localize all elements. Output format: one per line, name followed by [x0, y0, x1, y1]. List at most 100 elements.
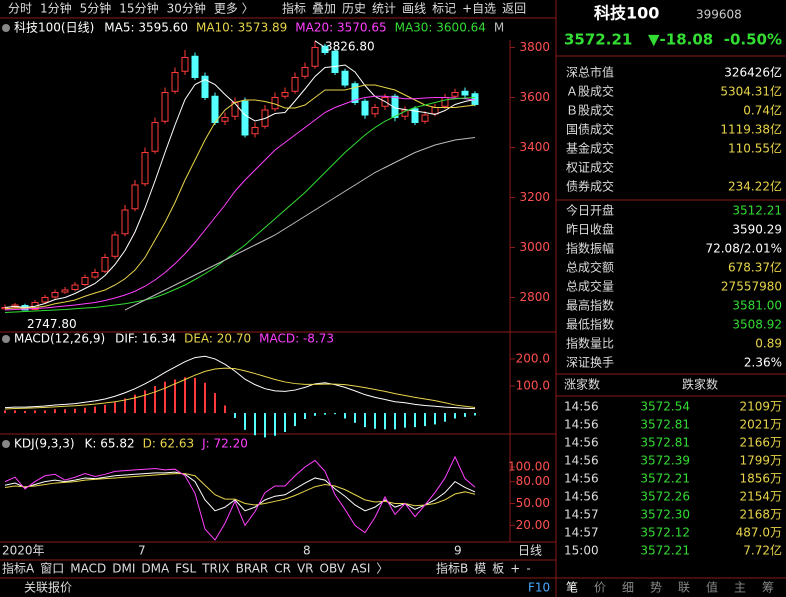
indicator-tab[interactable]: ASI: [351, 562, 370, 576]
candle-body: [311, 47, 319, 67]
quote-name: 科技100: [594, 4, 659, 23]
tick-time: 14:56: [564, 418, 599, 432]
tick-time: 14:56: [564, 436, 599, 450]
indicator-tab[interactable]: 模: [474, 562, 486, 576]
quote-tab[interactable]: 价: [594, 581, 606, 595]
toolbar-button[interactable]: 历史: [342, 2, 366, 16]
legend-icon: [2, 440, 10, 448]
status-right[interactable]: F10: [528, 581, 550, 595]
tick-time: 14:56: [564, 454, 599, 468]
quote-tab[interactable]: 联: [678, 581, 690, 595]
candle-body: [441, 97, 449, 107]
stat-label: 今日开盘: [566, 203, 614, 218]
indicator-tab[interactable]: TRIX: [201, 562, 229, 576]
indicator-line: [4, 84, 476, 310]
indicator-tab[interactable]: 板: [492, 562, 504, 576]
stat-label: 总成交量: [566, 279, 614, 294]
candle-body: [431, 107, 439, 115]
indicator-tab[interactable]: FSL: [175, 562, 196, 576]
indicator-tab[interactable]: -: [526, 562, 530, 576]
quote-price: 3572.21: [564, 31, 632, 49]
candle-body: [461, 90, 469, 96]
indicator-line: [4, 355, 476, 410]
candle-body: [421, 114, 429, 122]
stat-value: 0.89: [755, 337, 782, 351]
indicator-tab[interactable]: DMI: [112, 562, 135, 576]
indicator-line: [4, 97, 476, 313]
tick-time: 14:57: [564, 508, 599, 522]
y-tick-label: 100.00: [508, 460, 550, 474]
indicator-tab[interactable]: MACD: [70, 562, 106, 576]
stat-label: 基金成交: [566, 141, 614, 156]
quote-tab[interactable]: 细: [622, 581, 634, 595]
tick-price: 3572.30: [640, 508, 690, 522]
status-left[interactable]: 关联报价: [24, 580, 72, 595]
toolbar-button[interactable]: +自选: [462, 2, 496, 16]
period-label: 日线: [518, 544, 542, 558]
candle-body: [411, 108, 419, 123]
quote-tab[interactable]: 笔: [566, 580, 578, 595]
toolbar-button[interactable]: 1分钟: [40, 1, 72, 16]
tick-price: 3572.21: [640, 472, 690, 486]
quote-tab[interactable]: 筹: [762, 581, 774, 595]
stat-label: 深证换手: [566, 356, 614, 370]
tick-volume: 1856万: [739, 472, 782, 486]
candle-body: [351, 83, 359, 103]
quote-tab[interactable]: 值: [706, 580, 718, 595]
stat-label: 深总市值: [566, 65, 614, 80]
indicator-tab[interactable]: 指标A: [2, 561, 35, 576]
y-tick-label: 3600: [519, 90, 550, 104]
stat-value: 0.74亿: [743, 103, 782, 118]
indicator-tab[interactable]: 窗口: [40, 562, 64, 576]
candle-body: [41, 297, 49, 303]
indicator-tab[interactable]: +: [510, 562, 520, 576]
y-tick-label: 2800: [519, 290, 550, 304]
toolbar-button[interactable]: 指标: [282, 1, 306, 16]
legend-item: K: 65.82: [85, 437, 135, 451]
candle-body: [391, 95, 399, 118]
toolbar-button[interactable]: 统计: [372, 2, 396, 16]
toolbar-button[interactable]: 画线: [402, 2, 426, 16]
y-tick-label: 50.00: [516, 496, 550, 510]
toolbar-button[interactable]: 分时: [8, 2, 32, 16]
legend-item: D: 62.63: [143, 437, 194, 451]
indicator-tab[interactable]: 〉: [376, 562, 388, 576]
candle-body: [81, 277, 89, 285]
indicator-tab[interactable]: 指标B: [436, 561, 468, 576]
panel-title: MACD(12,26,9): [14, 332, 105, 346]
toolbar-button[interactable]: 叠加: [312, 2, 336, 16]
toolbar-button[interactable]: 返回: [502, 2, 526, 16]
indicator-tab[interactable]: OBV: [320, 562, 346, 576]
tick-volume: 7.72亿: [743, 543, 782, 558]
legend-item: MACD: -8.73: [259, 332, 334, 346]
panel-title: KDJ(9,3,3): [14, 437, 75, 451]
stat-value: 1119.38亿: [720, 122, 782, 137]
legend-icon: [2, 24, 10, 32]
toolbar-button[interactable]: 5分钟: [80, 1, 112, 16]
indicator-tab[interactable]: CR: [274, 562, 291, 576]
toolbar-button[interactable]: 15分钟: [119, 1, 158, 16]
tick-volume: 1799万: [739, 454, 782, 468]
candle-body: [121, 209, 129, 235]
stat-value: 5304.31亿: [720, 84, 782, 99]
stat-value: 3512.21: [732, 204, 782, 218]
indicator-tab[interactable]: BRAR: [236, 562, 269, 576]
stat-label: 总成交额: [566, 260, 614, 275]
candle-body: [301, 67, 309, 77]
y-tick-label: 3200: [519, 190, 550, 204]
tick-volume: 2109万: [739, 400, 782, 414]
legend-item: MA30: 3600.64: [395, 21, 486, 35]
quote-tab[interactable]: 主: [734, 581, 746, 595]
indicator-tab[interactable]: DMA: [141, 562, 170, 576]
toolbar-button[interactable]: 30分钟: [167, 1, 206, 16]
candle-body: [321, 45, 329, 53]
toolbar-button[interactable]: 更多 〉: [214, 2, 254, 16]
quote-tab[interactable]: 势: [650, 581, 662, 595]
indicator-line: [4, 64, 476, 309]
toolbar-button[interactable]: 标记: [432, 2, 456, 16]
indicator-tab[interactable]: VR: [297, 562, 314, 576]
ticks-header: 涨家数: [564, 377, 600, 392]
tick-price: 3572.26: [640, 490, 690, 504]
stat-value: 27557980: [721, 280, 782, 294]
